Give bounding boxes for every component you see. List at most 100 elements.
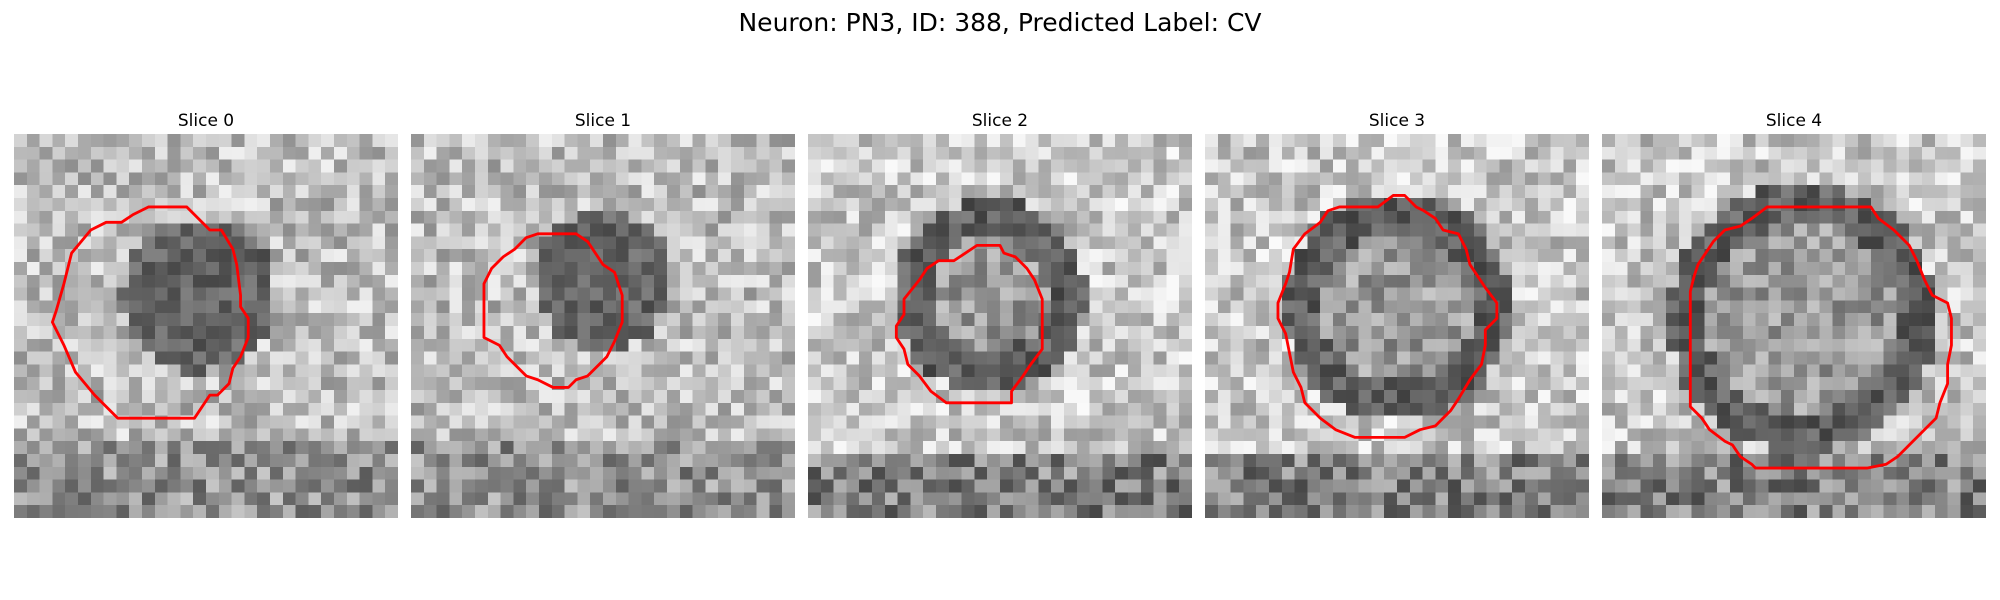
pixel: [1947, 492, 1961, 506]
pixel: [1640, 428, 1654, 442]
pixel: [1333, 402, 1347, 416]
pixel: [244, 134, 258, 148]
pixel: [513, 274, 527, 288]
pixel: [1717, 454, 1731, 468]
pixel: [1384, 492, 1398, 506]
pixel: [1166, 223, 1180, 237]
pixel: [1666, 492, 1680, 506]
pixel: [1025, 351, 1039, 365]
pixel: [1806, 402, 1820, 416]
pixel: [628, 236, 642, 250]
pixel: [1358, 185, 1372, 199]
pixel: [1294, 479, 1308, 493]
pixel: [1115, 274, 1129, 288]
pixel: [731, 377, 745, 391]
pixel: [974, 441, 988, 455]
pixel: [1845, 236, 1859, 250]
pixel: [411, 479, 425, 493]
pixel: [961, 428, 975, 442]
pixel: [1537, 210, 1551, 224]
pixel: [551, 402, 565, 416]
pixel: [1602, 223, 1616, 237]
pixel: [756, 172, 770, 186]
pixel: [1230, 185, 1244, 199]
pixel: [577, 172, 591, 186]
pixel: [14, 351, 28, 365]
pixel: [564, 262, 578, 276]
pixel: [436, 134, 450, 148]
pixel: [1435, 466, 1449, 480]
pixel: [193, 172, 207, 186]
pixel: [1076, 313, 1090, 327]
pixel: [1794, 185, 1808, 199]
pixel: [321, 415, 335, 429]
pixel: [1806, 505, 1820, 518]
pixel: [1602, 338, 1616, 352]
pixel: [1064, 210, 1078, 224]
pixel: [551, 326, 565, 340]
pixel: [1128, 223, 1142, 237]
pixel: [1742, 326, 1756, 340]
pixel: [679, 249, 693, 263]
pixel: [526, 466, 540, 480]
pixel: [782, 274, 795, 288]
pixel: [308, 428, 322, 442]
pixel: [231, 236, 245, 250]
pixel: [667, 338, 681, 352]
pixel: [244, 262, 258, 276]
pixel: [1922, 377, 1936, 391]
pixel: [1640, 466, 1654, 480]
pixel: [462, 185, 476, 199]
pixel: [1781, 262, 1795, 276]
pixel: [1922, 441, 1936, 455]
pixel: [39, 159, 53, 173]
pixel: [577, 326, 591, 340]
pixel: [1909, 159, 1923, 173]
pixel: [167, 185, 181, 199]
pixel: [769, 364, 783, 378]
pixel: [654, 338, 668, 352]
pixel: [1973, 274, 1986, 288]
pixel: [1205, 338, 1219, 352]
pixel: [1845, 479, 1859, 493]
pixel: [782, 338, 795, 352]
pixel: [603, 326, 617, 340]
pixel: [923, 198, 937, 212]
pixel: [1858, 300, 1872, 314]
pixel: [270, 134, 284, 148]
pixel: [1614, 441, 1628, 455]
pixel: [1870, 402, 1884, 416]
pixel: [346, 505, 360, 518]
pixel: [1038, 274, 1052, 288]
pixel: [1576, 146, 1589, 160]
pixel: [782, 262, 795, 276]
pixel: [1486, 185, 1500, 199]
pixel: [1409, 351, 1423, 365]
pixel: [1755, 262, 1769, 276]
pixel: [1025, 134, 1039, 148]
pixel: [564, 236, 578, 250]
pixel: [1115, 479, 1129, 493]
pixel: [731, 454, 745, 468]
pixel: [782, 402, 795, 416]
pixel: [1768, 274, 1782, 288]
pixel: [1217, 185, 1231, 199]
pixel: [705, 262, 719, 276]
pixel: [782, 236, 795, 250]
pixel: [1653, 287, 1667, 301]
pixel: [129, 338, 143, 352]
pixel: [1678, 159, 1692, 173]
pixel: [1768, 134, 1782, 148]
pixel: [1422, 134, 1436, 148]
pixel: [769, 185, 783, 199]
pixel: [129, 492, 143, 506]
pixel: [14, 134, 28, 148]
pixel: [1499, 198, 1513, 212]
pixel: [385, 441, 398, 455]
pixel: [718, 313, 732, 327]
pixel: [1128, 492, 1142, 506]
pixel: [1089, 428, 1103, 442]
pixel: [1230, 262, 1244, 276]
pixel: [52, 454, 66, 468]
pixel: [180, 185, 194, 199]
